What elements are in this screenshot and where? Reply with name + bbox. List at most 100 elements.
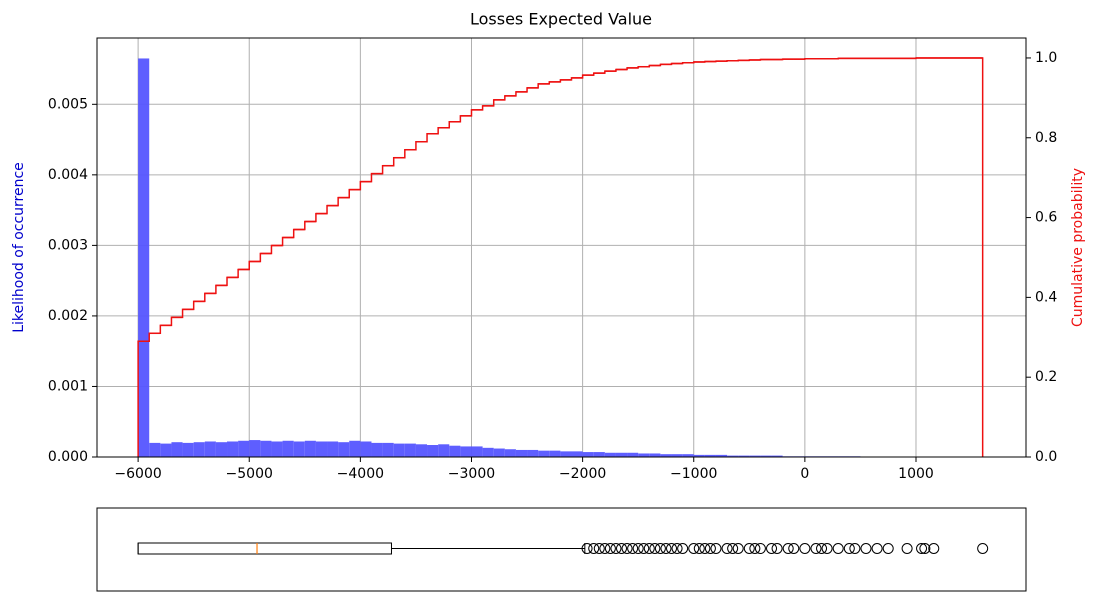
- x-tick-label: −4000: [337, 466, 384, 482]
- flier: [832, 543, 844, 554]
- y-tick-label: 0.004: [48, 167, 88, 183]
- y-axis-label: Likelihood of occurrence: [11, 162, 27, 333]
- histogram-bar: [649, 453, 661, 457]
- histogram-bar: [138, 58, 150, 457]
- flier: [771, 543, 783, 554]
- flier: [638, 543, 650, 554]
- flier: [710, 543, 722, 554]
- flier: [799, 543, 811, 554]
- histogram-bar: [404, 443, 416, 457]
- histogram-bar: [693, 454, 705, 457]
- histogram-bar: [682, 454, 694, 457]
- flier: [677, 543, 689, 554]
- flier: [788, 543, 800, 554]
- flier: [916, 543, 928, 554]
- histogram-bar: [593, 452, 605, 457]
- histogram-bar: [349, 440, 361, 457]
- histogram-bar: [249, 440, 261, 457]
- flier: [843, 543, 855, 554]
- histogram-bar: [427, 445, 439, 457]
- x-tick-label: −6000: [114, 466, 161, 482]
- histogram-bar: [493, 448, 505, 457]
- histogram-bar: [749, 455, 761, 457]
- histogram-bar: [615, 452, 628, 457]
- chart-title: Losses Expected Value: [470, 10, 652, 29]
- flier: [754, 543, 766, 554]
- y2-tick-label: 0.6: [1035, 210, 1057, 226]
- histogram-bar: [415, 444, 428, 457]
- histogram-bar: [571, 451, 583, 457]
- box: [137, 542, 392, 555]
- histogram-bar: [738, 455, 750, 457]
- flier: [810, 543, 822, 554]
- histogram-bar: [193, 442, 205, 457]
- plot-frame: [96, 507, 1027, 592]
- flier: [599, 543, 611, 554]
- y2-tick-label: 0.4: [1035, 289, 1057, 305]
- flier: [901, 543, 913, 554]
- histogram-bar: [260, 440, 272, 457]
- histogram-bar: [160, 443, 172, 457]
- histogram-bar: [360, 441, 372, 457]
- histogram-bar: [382, 442, 394, 457]
- histogram-bar: [204, 441, 216, 457]
- flier: [660, 543, 672, 554]
- histogram-bar: [393, 443, 405, 457]
- histogram-bar: [638, 453, 650, 457]
- flier: [627, 543, 639, 554]
- flier: [699, 543, 711, 554]
- y-tick-label: 0.000: [48, 449, 88, 465]
- histogram-bar: [149, 442, 161, 457]
- flier: [704, 543, 716, 554]
- flier: [732, 543, 744, 554]
- histogram-bar: [371, 442, 383, 457]
- histogram-bar: [527, 449, 539, 457]
- histogram-bar: [560, 451, 572, 457]
- flier: [882, 543, 894, 554]
- flier: [749, 543, 761, 554]
- histogram-bar: [704, 454, 716, 457]
- histogram-bar: [671, 454, 683, 457]
- flier: [688, 543, 700, 554]
- histogram-bar: [504, 449, 516, 457]
- histogram-bar: [604, 452, 616, 457]
- y2-tick-label: 1.0: [1035, 50, 1057, 66]
- histogram-bar: [293, 441, 305, 457]
- histogram-bar: [771, 455, 783, 457]
- x-tick-label: −5000: [226, 466, 273, 482]
- histogram-bar: [238, 440, 250, 457]
- histogram-bar: [438, 444, 450, 457]
- x-tick-label: −2000: [559, 466, 606, 482]
- flier: [766, 543, 778, 554]
- y2-axis-label: Cumulative probability: [1070, 168, 1086, 327]
- flier: [816, 543, 828, 554]
- flier: [581, 543, 593, 554]
- flier: [593, 543, 605, 554]
- plot-frame: [96, 37, 1027, 458]
- histogram-bar: [460, 446, 472, 457]
- flier: [693, 543, 705, 554]
- y-tick-label: 0.002: [48, 308, 88, 324]
- histogram-bar: [660, 454, 672, 457]
- histogram-bar: [727, 455, 739, 457]
- histogram-bar: [304, 440, 316, 457]
- flier: [727, 543, 739, 554]
- histogram-bar: [271, 441, 283, 457]
- x-tick-label: 0: [800, 466, 809, 482]
- histogram-bar: [449, 445, 461, 457]
- y2-tick-label: 0.0: [1035, 449, 1057, 465]
- flier: [860, 543, 872, 554]
- y-tick-label: 0.005: [48, 96, 88, 112]
- flier: [588, 543, 600, 554]
- histogram-bar: [227, 441, 239, 457]
- flier: [649, 543, 661, 554]
- flier: [849, 543, 861, 554]
- flier: [616, 543, 628, 554]
- histogram-bar: [627, 452, 639, 457]
- histogram-bar: [282, 440, 294, 457]
- histogram-bar: [549, 450, 561, 457]
- y2-tick-label: 0.2: [1035, 369, 1057, 385]
- flier: [721, 543, 733, 554]
- histogram-bar: [171, 442, 183, 457]
- flier: [821, 543, 833, 554]
